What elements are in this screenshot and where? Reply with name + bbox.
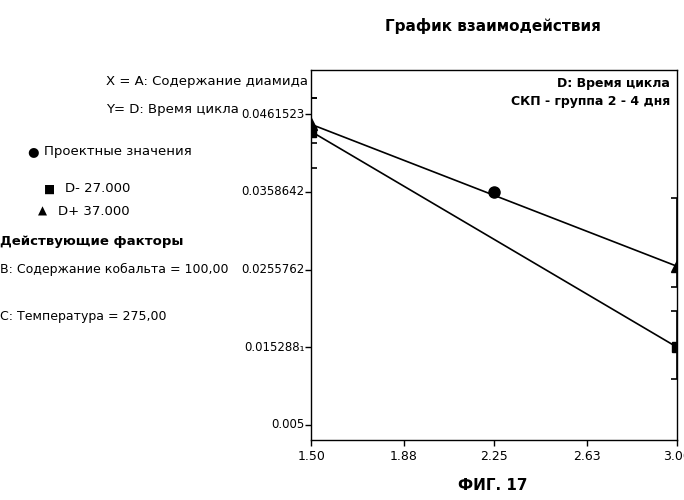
Text: Проектные значения: Проектные значения: [44, 145, 192, 158]
Text: График взаимодействия: График взаимодействия: [384, 18, 601, 34]
Text: 0.0255762: 0.0255762: [241, 263, 304, 276]
Text: 0.0461523: 0.0461523: [241, 108, 304, 120]
Text: ■: ■: [44, 182, 55, 196]
Text: D+ 37.000: D+ 37.000: [58, 205, 130, 218]
Text: D: Время цикла
СКП - группа 2 - 4 дня: D: Время цикла СКП - группа 2 - 4 дня: [510, 78, 670, 108]
Text: Y= D: Время цикла: Y= D: Время цикла: [106, 102, 239, 116]
Text: 0.015288₁: 0.015288₁: [244, 340, 304, 353]
Text: 0.005: 0.005: [271, 418, 304, 432]
Text: ●: ●: [27, 145, 39, 158]
Text: C: Температура = 275,00: C: Температура = 275,00: [0, 310, 166, 323]
Text: ▲: ▲: [38, 205, 47, 218]
Text: B: Содержание кобальта = 100,00: B: Содержание кобальта = 100,00: [0, 262, 228, 276]
Text: ФИГ. 17: ФИГ. 17: [458, 478, 527, 492]
Text: D- 27.000: D- 27.000: [65, 182, 131, 196]
Text: 0.0358642: 0.0358642: [241, 186, 304, 198]
Text: Действующие факторы: Действующие факторы: [0, 235, 183, 248]
Text: X = A: Содержание диамида: X = A: Содержание диамида: [106, 75, 308, 88]
